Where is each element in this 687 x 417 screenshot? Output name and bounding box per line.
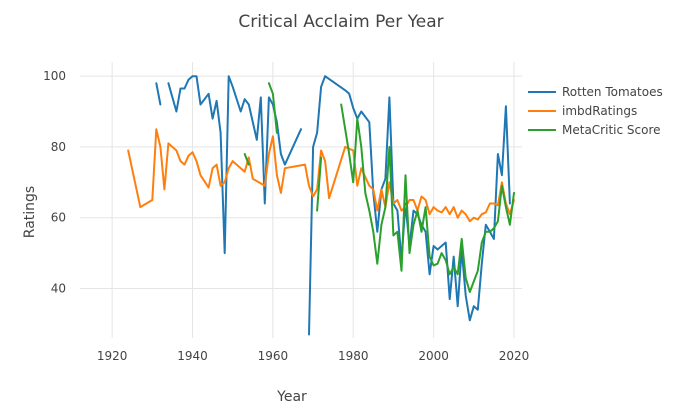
series-line-rotten-tomatoes xyxy=(308,75,511,336)
legend[interactable]: Rotten Tomatoes imbdRatings MetaCritic Sco… xyxy=(528,85,663,137)
series-line-metacritic-score xyxy=(316,156,323,212)
series-line-metacritic-score xyxy=(340,103,515,293)
series-layer xyxy=(127,75,515,336)
y-tick-label: 60 xyxy=(51,211,66,225)
series-line-rotten-tomatoes xyxy=(155,82,162,106)
grid-layer xyxy=(80,62,522,338)
y-tick-label: 40 xyxy=(51,281,66,295)
x-tick-label: 2020 xyxy=(499,349,530,363)
y-tick-label: 100 xyxy=(43,69,66,83)
legend-item-rotten-tomatoes[interactable]: Rotten Tomatoes xyxy=(528,85,663,99)
y-tick-label: 80 xyxy=(51,140,66,154)
legend-label: Rotten Tomatoes xyxy=(562,85,663,99)
legend-item-imbdratings[interactable]: imbdRatings xyxy=(528,104,637,118)
x-axis-title: Year xyxy=(276,389,307,405)
series-line-rotten-tomatoes xyxy=(167,75,302,255)
legend-label: imbdRatings xyxy=(562,104,637,118)
x-tick-label: 2000 xyxy=(418,349,449,363)
tick-layer: 1920 1940 1960 1980 2000 2020 40 60 80 100 xyxy=(43,69,529,363)
y-axis-title: Ratings xyxy=(22,186,38,238)
x-tick-label: 1940 xyxy=(177,349,208,363)
series-line-metacritic-score xyxy=(243,153,250,166)
series-line-metacritic-score xyxy=(267,82,278,134)
chart-title: Critical Acclaim Per Year xyxy=(238,12,443,32)
x-tick-label: 1980 xyxy=(338,349,369,363)
legend-label: MetaCritic Score xyxy=(562,123,661,137)
x-tick-label: 1960 xyxy=(258,349,289,363)
legend-item-metacritic-score[interactable]: MetaCritic Score xyxy=(528,123,661,137)
x-tick-label: 1920 xyxy=(97,349,128,363)
series-line-imbdratings xyxy=(127,128,515,223)
